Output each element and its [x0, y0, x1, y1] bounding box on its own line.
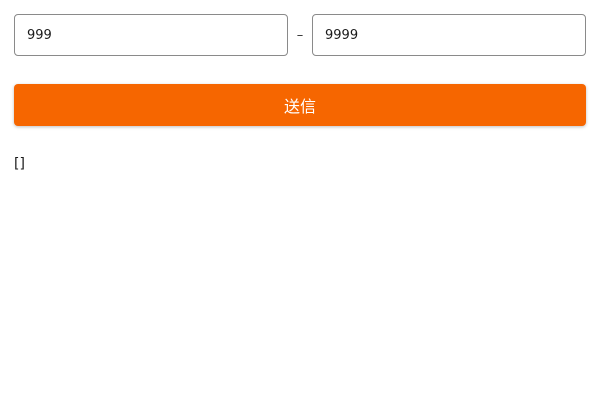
range-min-input[interactable]: [14, 14, 288, 56]
range-input-row: –: [14, 14, 586, 56]
submit-button[interactable]: 送信: [14, 84, 586, 126]
range-separator: –: [296, 27, 304, 43]
result-output: []: [14, 156, 25, 172]
range-max-input[interactable]: [312, 14, 586, 56]
